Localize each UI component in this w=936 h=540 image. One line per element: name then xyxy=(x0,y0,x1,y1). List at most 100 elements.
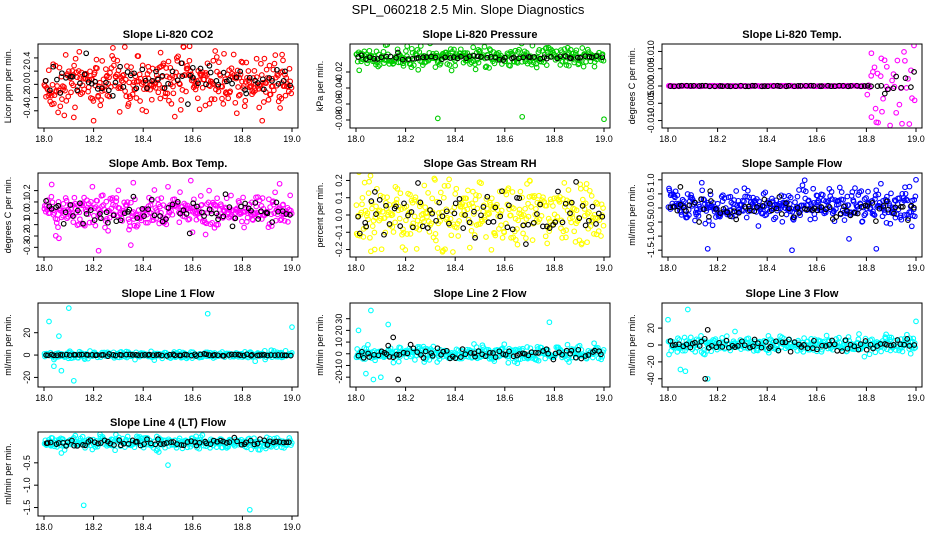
data-point xyxy=(67,212,74,219)
data-point xyxy=(819,192,826,198)
plot-frame xyxy=(349,302,611,388)
data-point xyxy=(287,192,294,199)
data-point xyxy=(215,216,221,223)
data-point xyxy=(713,206,719,212)
data-point xyxy=(560,228,567,235)
data-point xyxy=(580,63,587,70)
data-point xyxy=(550,203,556,209)
data-point xyxy=(482,353,489,359)
data-point xyxy=(266,62,273,69)
data-point xyxy=(477,47,483,54)
data-point xyxy=(402,247,409,253)
data-point xyxy=(720,206,727,212)
data-point xyxy=(561,203,568,210)
data-point xyxy=(226,439,233,445)
y-tick-label: -0.1 xyxy=(22,217,32,233)
data-point xyxy=(460,225,467,231)
plot-frame xyxy=(37,431,299,517)
data-point xyxy=(169,211,176,218)
data-point xyxy=(143,219,149,226)
data-point xyxy=(82,442,88,449)
data-point xyxy=(877,73,884,79)
data-point xyxy=(111,62,117,69)
data-point xyxy=(856,331,862,337)
chart-title: Slope Amb. Box Temp. xyxy=(109,158,228,170)
data-point xyxy=(586,209,592,215)
data-point xyxy=(400,349,407,356)
data-point xyxy=(837,210,844,217)
x-tick-label: 18.0 xyxy=(35,134,53,144)
data-point xyxy=(727,193,734,200)
data-point xyxy=(366,47,373,54)
data-point xyxy=(445,182,451,189)
data-point xyxy=(735,83,742,89)
data-point xyxy=(366,354,373,360)
data-point xyxy=(766,345,772,351)
data-point xyxy=(466,347,473,353)
data-point xyxy=(232,99,239,106)
data-point xyxy=(910,335,917,342)
data-point xyxy=(501,341,508,348)
data-point xyxy=(178,442,185,448)
data-point xyxy=(855,336,862,343)
data-point xyxy=(206,187,212,194)
data-point xyxy=(180,44,187,50)
data-point xyxy=(672,341,679,348)
data-point xyxy=(747,344,753,351)
data-point xyxy=(186,230,193,237)
data-point xyxy=(259,352,265,358)
data-point xyxy=(157,213,163,219)
data-point xyxy=(375,63,381,70)
x-tick-label: 18.4 xyxy=(134,522,152,532)
data-point xyxy=(251,441,258,448)
data-point xyxy=(97,102,104,109)
data-point xyxy=(456,218,462,224)
data-point xyxy=(783,83,790,90)
data-point xyxy=(584,46,591,53)
data-point xyxy=(796,187,802,193)
data-point xyxy=(863,195,869,201)
data-point xyxy=(362,219,369,226)
data-point xyxy=(859,218,866,225)
data-point xyxy=(56,64,63,71)
x-tick-label: 18.4 xyxy=(446,263,464,273)
data-point xyxy=(453,224,460,231)
data-point xyxy=(762,189,769,196)
data-point xyxy=(675,201,682,208)
data-point xyxy=(683,208,689,214)
data-point xyxy=(911,204,917,211)
data-point xyxy=(435,53,442,59)
data-point xyxy=(517,188,524,195)
data-point xyxy=(869,200,876,206)
data-point xyxy=(452,355,459,361)
data-point xyxy=(868,50,875,57)
data-point xyxy=(804,206,810,213)
data-point xyxy=(446,62,453,68)
data-point xyxy=(752,83,758,89)
data-point xyxy=(516,195,523,202)
data-point xyxy=(229,80,235,87)
data-point xyxy=(214,195,220,202)
x-tick-label: 19.0 xyxy=(595,134,613,144)
x-tick-label: 18.0 xyxy=(35,522,53,532)
data-point xyxy=(83,50,90,57)
data-point xyxy=(122,76,129,83)
data-point xyxy=(400,63,407,69)
data-point xyxy=(396,215,403,222)
data-point xyxy=(57,103,64,110)
data-point xyxy=(359,348,365,355)
data-point xyxy=(110,45,116,51)
data-point xyxy=(870,345,876,352)
data-point xyxy=(92,78,98,85)
data-point xyxy=(63,197,70,204)
data-point xyxy=(363,213,370,219)
data-point xyxy=(263,66,270,73)
data-point xyxy=(246,74,253,81)
data-point xyxy=(878,55,885,62)
data-point xyxy=(238,441,245,448)
data-point xyxy=(452,62,459,69)
data-point xyxy=(56,333,62,339)
data-point xyxy=(113,218,120,225)
y-tick-label: -0.08 xyxy=(334,110,344,131)
x-tick-label: 18.4 xyxy=(446,393,464,403)
